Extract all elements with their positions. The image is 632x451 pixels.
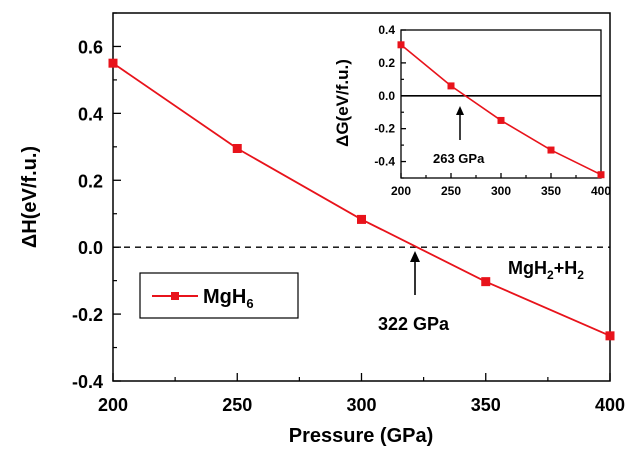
main-x-axis-title: Pressure (GPa) [289,425,434,447]
y-tick-label: 0.2 [378,56,395,70]
y-tick-label: 0.0 [78,238,103,258]
data-point [397,41,405,49]
y-tick-label: -0.2 [72,305,103,325]
inset-series [397,41,605,179]
main-arrow-322 [410,251,420,295]
main-y-axis-title: ΔH(eV/f.u.) [19,146,41,248]
data-point [481,277,491,287]
main-tick-labels: 200 250 300 350 400 -0.4 -0.2 0.0 0.2 0.4 0.6 [72,37,625,415]
y-tick-label: -0.4 [374,155,395,169]
inset-y-axis-title: ΔG(eV/f.u.) [333,59,352,147]
x-tick-label: 250 [441,184,461,198]
legend-label-mgh6: MgH6 [203,286,254,311]
data-point [447,82,455,90]
y-tick-label: 0.6 [78,37,103,57]
main-series-mgh6 [108,58,615,341]
x-tick-label: 200 [98,395,128,415]
data-point [547,146,555,154]
x-tick-label: 250 [222,395,252,415]
x-tick-label: 350 [541,184,561,198]
x-tick-label: 300 [346,395,376,415]
inset-annotation-263: 263 GPa [433,151,485,166]
legend: MgH6 [139,272,299,319]
x-tick-label: 200 [391,184,411,198]
inset-plot-frame [400,29,602,179]
x-tick-label: 350 [471,395,501,415]
y-tick-label: 0.0 [378,89,395,103]
x-tick-label: 400 [595,395,625,415]
reference-label-mgh2-h2: MgH2+H2 [508,258,584,282]
data-point [605,331,615,341]
legend-marker [171,292,179,300]
x-tick-label: 300 [491,184,511,198]
y-tick-label: 0.4 [78,104,103,124]
data-point [108,58,118,68]
data-point [597,171,605,179]
main-annotation-322: 322 GPa [378,314,450,334]
inset-chart: 200 250 300 350 400 -0.4 -0.2 0.0 0.2 0.4 263 GPa… [333,23,611,198]
y-tick-label: -0.2 [374,122,395,136]
data-point [232,143,242,153]
data-point [497,116,505,124]
inset-tick-labels: 200 250 300 350 400 -0.4 -0.2 0.0 0.2 0.4 [374,23,611,198]
y-tick-label: 0.4 [378,23,395,37]
data-point [357,214,366,224]
inset-arrow-263 [456,106,464,140]
y-tick-label: -0.4 [72,372,103,392]
y-tick-label: 0.2 [78,171,103,191]
x-tick-label: 400 [591,184,611,198]
